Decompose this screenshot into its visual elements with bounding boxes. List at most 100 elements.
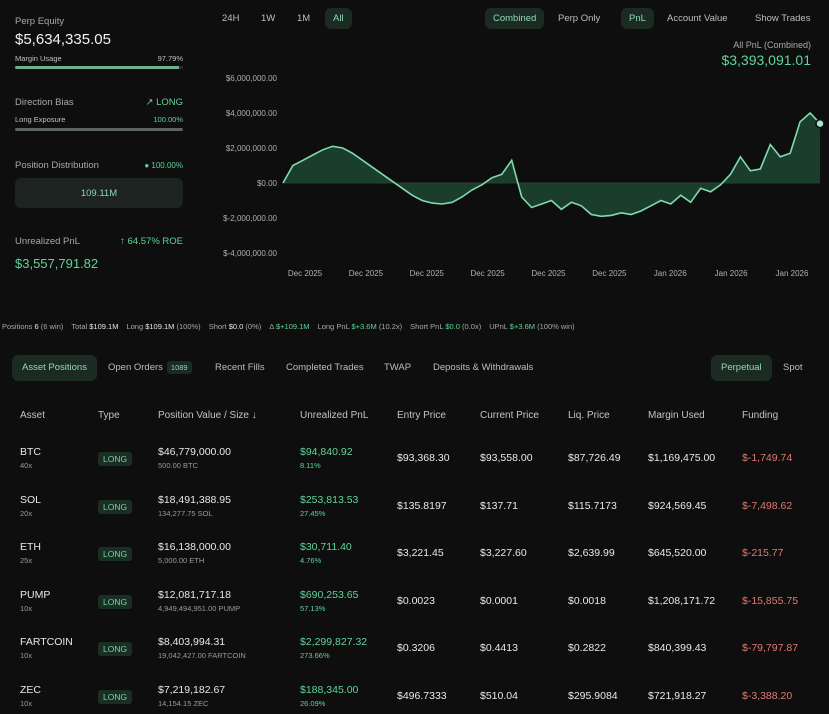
direction-bias-value-wrap: ↗ LONG bbox=[145, 97, 183, 108]
perp-equity-value: $5,634,335.05 bbox=[15, 31, 111, 48]
tab-asset-positions[interactable]: Asset Positions bbox=[12, 355, 97, 381]
asset-cell: PUMP bbox=[20, 589, 51, 601]
current-price-cell: $0.4413 bbox=[480, 642, 518, 654]
position-size-cell: 14,154.15 ZEC bbox=[158, 699, 209, 708]
stat-total: Total $109.1M bbox=[71, 322, 119, 331]
funding-cell: $-7,498.62 bbox=[742, 500, 793, 512]
leverage-cell: 10x bbox=[20, 651, 33, 660]
pnl-end-point[interactable] bbox=[815, 118, 825, 129]
margin-usage-value: 97.79% bbox=[157, 54, 183, 63]
mode-combined-button[interactable]: Combined bbox=[485, 8, 545, 29]
current-price-cell: $137.71 bbox=[480, 500, 518, 512]
range-all-button[interactable]: All bbox=[325, 8, 352, 29]
unrealized-pnl-pct-cell: 4.76% bbox=[300, 556, 322, 565]
margin-used-cell: $1,208,171.72 bbox=[648, 595, 716, 607]
tab-perpetual[interactable]: Perpetual bbox=[711, 355, 772, 381]
asset-cell: ETH bbox=[20, 541, 41, 553]
table-row[interactable]: PUMP 10x LONG $12,081,717.18 4,949,494,951.0… bbox=[0, 589, 829, 636]
leverage-cell: 10x bbox=[20, 604, 33, 613]
pnl-area-fill bbox=[283, 113, 820, 217]
table-row[interactable]: ETH 25x LONG $16,138,000.00 5,000.00 ETH $30,… bbox=[0, 541, 829, 588]
sort-down-icon: ↓ bbox=[251, 410, 257, 421]
position-size-cell: 4,949,494,951.00 PUMP bbox=[158, 604, 241, 613]
y-tick-label: $6,000,000.00 bbox=[226, 74, 278, 83]
dot-icon: ● bbox=[144, 161, 152, 170]
margin-usage-label: Margin Usage bbox=[15, 54, 62, 63]
x-tick-label: Dec 2025 bbox=[471, 269, 506, 278]
x-tick-label: Dec 2025 bbox=[288, 269, 323, 278]
position-distribution-row: Position Distribution ● 100.00% bbox=[15, 160, 183, 171]
entry-price-cell: $0.0023 bbox=[397, 595, 435, 607]
pnl-series-line bbox=[282, 111, 821, 218]
entry-price-cell: $3,221.45 bbox=[397, 547, 444, 559]
header-current-price[interactable]: Current Price bbox=[480, 410, 539, 421]
pnl-chart-panel: 24H 1W 1M All Combined Perp Only PnL Acc… bbox=[195, 0, 829, 300]
position-distribution-label: Position Distribution bbox=[15, 160, 99, 171]
header-margin-used[interactable]: Margin Used bbox=[648, 410, 705, 421]
roe-wrap: ↑ 64.57% ROE bbox=[120, 236, 183, 247]
position-value-cell: $16,138,000.00 bbox=[158, 541, 231, 553]
header-unrealized-pnl[interactable]: Unrealized PnL bbox=[300, 410, 369, 421]
unrealized-pnl-row: Unrealized PnL ↑ 64.57% ROE bbox=[15, 236, 183, 247]
stat-long: Long $109.1M (100%) bbox=[126, 322, 201, 331]
unrealized-pnl-cell: $188,345.00 bbox=[300, 684, 359, 696]
long-exposure-bar bbox=[15, 128, 183, 131]
trend-up-icon: ↗ bbox=[145, 97, 157, 108]
tab-recent-fills[interactable]: Recent Fills bbox=[215, 362, 265, 373]
show-trades-button[interactable]: Show Trades bbox=[755, 13, 811, 24]
tab-spot[interactable]: Spot bbox=[783, 362, 803, 373]
table-row[interactable]: ZEC 10x LONG $7,219,182.67 14,154.15 ZEC $188… bbox=[0, 684, 829, 714]
asset-cell: BTC bbox=[20, 446, 41, 458]
pnl-chart: $6,000,000.00 $4,000,000.00 $2,000,000.00 $… bbox=[223, 74, 825, 278]
unrealized-pnl-cell: $253,813.53 bbox=[300, 494, 359, 506]
margin-used-cell: $1,169,475.00 bbox=[648, 452, 716, 464]
margin-used-cell: $924,569.45 bbox=[648, 500, 707, 512]
liq-price-cell: $87,726.49 bbox=[568, 452, 621, 464]
type-badge: LONG bbox=[98, 595, 133, 609]
chart-pnl-value: $3,393,091.01 bbox=[721, 52, 811, 68]
unrealized-pnl-value: $3,557,791.82 bbox=[15, 256, 99, 271]
entry-price-cell: $496.7333 bbox=[397, 690, 447, 702]
roe-value: 64.57% ROE bbox=[127, 236, 183, 247]
header-liq-price[interactable]: Liq. Price bbox=[568, 410, 610, 421]
unrealized-pnl-cell: $2,299,827.32 bbox=[300, 636, 368, 648]
header-entry-price[interactable]: Entry Price bbox=[397, 410, 446, 421]
table-row[interactable]: BTC 40x LONG $46,779,000.00 500.00 BTC $94,84… bbox=[0, 446, 829, 493]
asset-cell: SOL bbox=[20, 494, 42, 506]
long-exposure-label: Long Exposure bbox=[15, 115, 66, 124]
current-price-cell: $93,558.00 bbox=[480, 452, 533, 464]
entry-price-cell: $0.3206 bbox=[397, 642, 435, 654]
unrealized-pnl-pct-cell: 273.66% bbox=[300, 651, 330, 660]
tab-completed-trades[interactable]: Completed Trades bbox=[286, 362, 364, 373]
asset-cell: FARTCOIN bbox=[20, 636, 73, 648]
chart-pnl-label: All PnL (Combined) bbox=[733, 40, 811, 50]
header-type[interactable]: Type bbox=[98, 410, 120, 421]
type-badge: LONG bbox=[98, 452, 133, 466]
header-asset[interactable]: Asset bbox=[20, 410, 46, 421]
range-1w-button[interactable]: 1W bbox=[261, 13, 276, 24]
type-badge: LONG bbox=[98, 547, 133, 561]
current-price-cell: $3,227.60 bbox=[480, 547, 527, 559]
table-row[interactable]: SOL 20x LONG $18,491,388.95 134,277.75 SOL $2… bbox=[0, 494, 829, 541]
y-tick-label: $4,000,000.00 bbox=[226, 109, 278, 118]
current-price-cell: $510.04 bbox=[480, 690, 518, 702]
tab-deposits-withdrawals[interactable]: Deposits & Withdrawals bbox=[433, 362, 534, 373]
x-tick-label: Dec 2025 bbox=[349, 269, 384, 278]
range-24h-button[interactable]: 24H bbox=[222, 13, 240, 24]
margin-usage-fill bbox=[15, 66, 180, 69]
metric-pnl-button[interactable]: PnL bbox=[621, 8, 654, 29]
y-tick-label: $-4,000,000.00 bbox=[223, 249, 277, 258]
tab-twap[interactable]: TWAP bbox=[384, 362, 412, 373]
position-value-cell: $8,403,994.31 bbox=[158, 636, 226, 648]
liq-price-cell: $0.0018 bbox=[568, 595, 606, 607]
mode-perp-only-button[interactable]: Perp Only bbox=[558, 13, 601, 24]
stat-upnl: UPnL $+3.6M (100% win) bbox=[489, 322, 575, 331]
tab-open-orders[interactable]: Open Orders 1089 bbox=[98, 355, 202, 381]
header-position-value[interactable]: Position Value / Size ↓ bbox=[158, 410, 257, 421]
range-1m-button[interactable]: 1M bbox=[297, 13, 311, 24]
header-funding[interactable]: Funding bbox=[742, 410, 779, 421]
metric-account-value-button[interactable]: Account Value bbox=[667, 13, 728, 24]
perp-equity-label: Perp Equity bbox=[15, 16, 65, 27]
arrow-up-icon: ↑ bbox=[120, 236, 128, 247]
table-row[interactable]: FARTCOIN 10x LONG $8,403,994.31 19,042,427.0… bbox=[0, 636, 829, 683]
